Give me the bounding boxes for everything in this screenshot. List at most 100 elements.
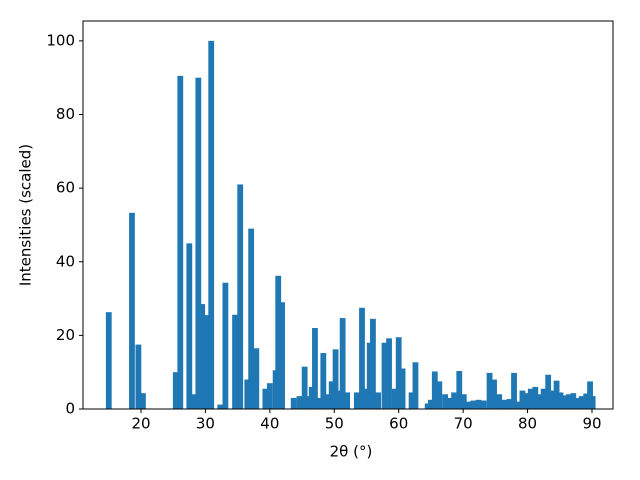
bar [203,315,209,409]
bar [465,401,472,409]
bar [428,399,434,409]
bar [451,392,458,409]
bar [436,381,443,409]
bar [232,314,238,409]
bar [532,386,539,409]
bar [589,396,596,409]
x-tick-label: 20 [131,415,150,433]
bar [308,386,315,409]
y-tick-label: 20 [56,326,75,344]
x-tick-label: 80 [518,415,537,433]
x-tick-label: 40 [260,415,279,433]
bar [199,304,206,409]
bar [536,394,543,409]
bar [574,397,581,409]
bar [353,392,360,409]
bar [424,403,431,409]
bar [332,349,339,409]
bar [511,372,517,409]
bar [519,390,526,409]
bar [545,374,552,409]
bar [279,302,285,409]
bar [527,388,534,409]
bar [506,399,513,409]
bar [501,399,508,409]
bar [177,75,184,409]
bar [129,212,135,409]
bar [172,372,179,409]
bar [562,395,568,409]
bar [275,275,282,409]
bar [515,401,522,409]
bar [496,394,503,409]
bar [486,372,493,409]
bar [375,392,381,409]
bar [195,77,202,409]
y-tick-label: 80 [56,105,75,123]
bar [399,368,406,409]
bar [344,392,351,409]
bar [408,392,415,409]
bar [237,184,244,409]
bar [301,366,308,409]
bar [395,337,402,409]
bar [370,318,376,409]
bar [549,390,556,409]
bar [336,390,343,409]
bar [524,393,530,409]
bar [431,371,438,409]
bar [190,394,197,409]
bar [244,379,251,409]
bar [140,393,146,409]
bar [557,392,564,409]
bar [296,396,303,409]
bar [317,397,324,409]
bar [491,379,497,409]
bar [446,397,452,409]
bar [217,404,224,409]
bar [456,371,463,409]
bar [328,381,335,409]
y-axis-label: Intensities (scaled) [17,144,35,286]
bar [312,328,318,409]
y-tick-label: 40 [56,252,75,270]
x-tick-label: 30 [196,415,215,433]
x-tick-label: 70 [454,415,473,433]
x-axis-label: 2θ (°) [330,443,373,461]
x-tick-label: 90 [582,415,601,433]
bar [391,388,398,409]
bar [386,338,392,409]
bar [222,282,229,409]
bar [587,381,593,409]
x-tick-label: 60 [389,415,408,433]
bar [208,40,215,409]
bar [366,342,373,409]
bar [553,380,560,409]
bar [565,394,572,409]
bar [290,397,297,409]
bar [135,344,142,409]
bar [381,342,388,409]
bar [266,383,273,409]
bar [540,388,547,409]
y-tick-label: 0 [65,400,75,418]
bar [105,312,112,409]
y-tick-label: 100 [46,31,75,49]
bar [248,228,255,409]
bar [262,388,269,409]
bar [480,400,487,409]
bar [324,394,331,409]
bar [412,362,419,409]
bar [475,399,482,409]
bar [253,348,260,409]
bar [570,393,577,409]
bar [359,307,365,409]
y-tick-label: 60 [56,179,75,197]
bar [442,394,448,409]
bar [186,243,193,409]
bar [583,393,590,409]
bar [460,394,467,409]
plot-frame [82,20,614,410]
x-tick-label: 50 [325,415,344,433]
